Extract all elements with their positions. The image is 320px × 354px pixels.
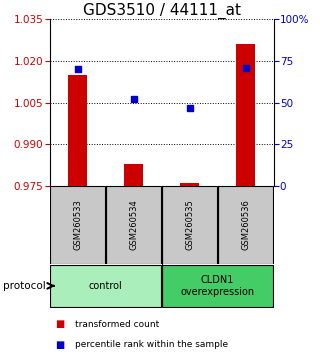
- Text: protocol: protocol: [3, 281, 46, 291]
- Bar: [124, 164, 143, 186]
- Bar: [218, 186, 273, 264]
- Text: transformed count: transformed count: [75, 320, 159, 329]
- Point: [243, 65, 248, 70]
- Point: [187, 105, 192, 110]
- Bar: [106, 186, 161, 264]
- Point: [131, 97, 136, 102]
- Text: percentile rank within the sample: percentile rank within the sample: [75, 340, 228, 349]
- Text: CLDN1
overexpression: CLDN1 overexpression: [180, 275, 255, 297]
- Text: control: control: [89, 281, 123, 291]
- Bar: [162, 186, 217, 264]
- Bar: [180, 183, 199, 186]
- Text: ■: ■: [56, 319, 68, 329]
- Bar: [68, 75, 87, 186]
- Point: [75, 67, 80, 72]
- Text: GSM260534: GSM260534: [129, 199, 138, 250]
- Bar: [50, 186, 105, 264]
- Text: GSM260536: GSM260536: [241, 199, 250, 250]
- Bar: [162, 265, 273, 307]
- Bar: [50, 265, 161, 307]
- Bar: [236, 45, 255, 186]
- Text: GSM260535: GSM260535: [185, 199, 194, 250]
- Text: ■: ■: [56, 340, 68, 350]
- Text: GSM260533: GSM260533: [73, 199, 82, 250]
- Title: GDS3510 / 44111_at: GDS3510 / 44111_at: [83, 3, 241, 19]
